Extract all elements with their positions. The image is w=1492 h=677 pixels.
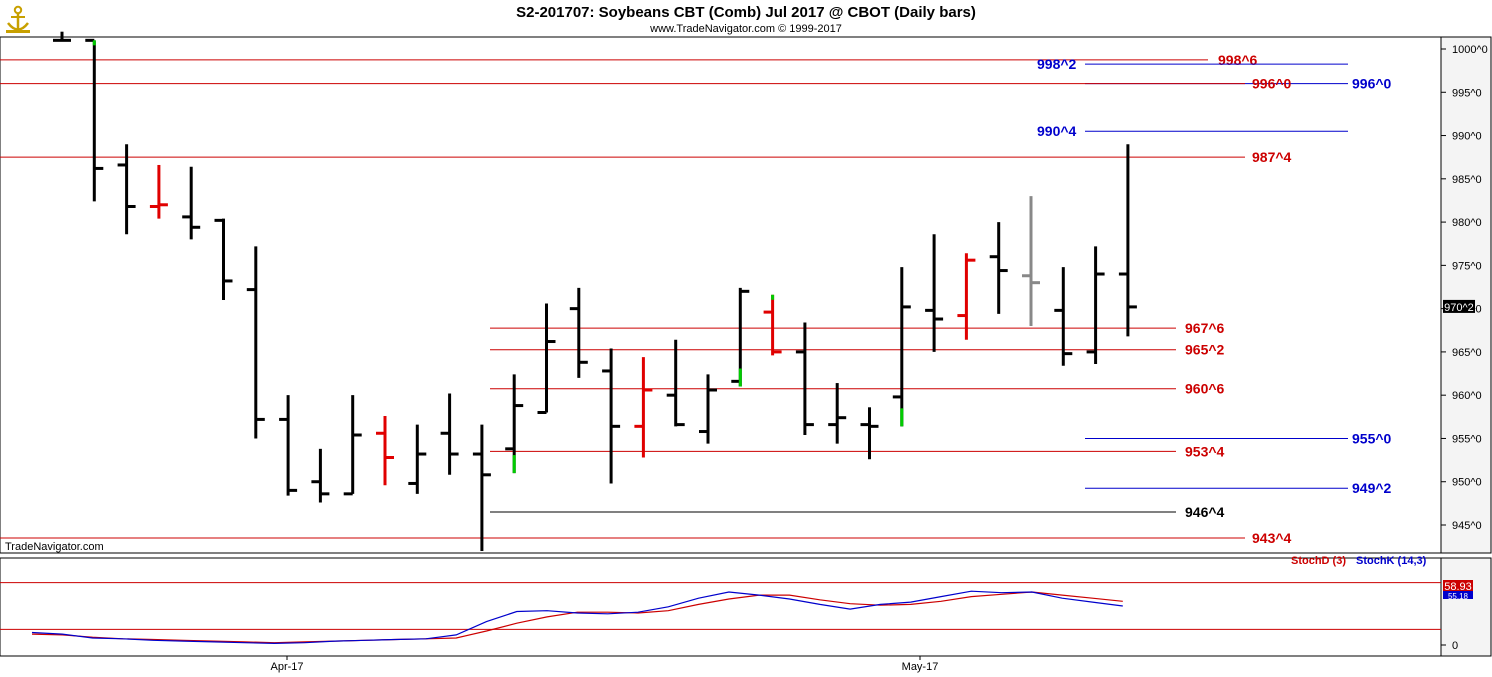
stochk-value: 55.18 — [1448, 592, 1469, 601]
level-label: 943^4 — [1252, 530, 1292, 546]
ohlc-bar — [376, 415, 394, 486]
chart-header: S2-201707: Soybeans CBT (Comb) Jul 2017 … — [6, 4, 976, 35]
ohlc-bar — [472, 424, 491, 551]
price-axis-panel — [1440, 36, 1492, 554]
level-label: 996^0 — [1352, 76, 1392, 92]
price-tick-label: 1000^0 — [1452, 44, 1488, 56]
ohlc-bar — [828, 383, 847, 444]
price-tick-label: 950^0 — [1452, 477, 1482, 489]
price-badge: 970^2 — [1443, 299, 1475, 314]
level-label: 998^2 — [1037, 56, 1077, 72]
x-tick-label: May-17 — [902, 661, 939, 673]
ohlc-bar — [537, 303, 556, 414]
price-tick-label: 990^0 — [1452, 131, 1482, 143]
level-label: 990^4 — [1037, 123, 1077, 139]
price-tick-label: 945^0 — [1452, 520, 1482, 532]
ohlc-bar — [795, 322, 814, 435]
price-tick-label: 965^0 — [1452, 347, 1482, 359]
ohlc-bar — [892, 267, 911, 427]
stochk-line — [31, 590, 1123, 645]
ohlc-bar — [1118, 144, 1137, 337]
x-axis: Apr-17 May-17 — [270, 656, 938, 673]
ohlc-bar — [860, 407, 879, 460]
price-pane — [0, 36, 1442, 554]
stochk-legend: StochK (14,3) — [1356, 555, 1427, 567]
x-tick-label: Apr-17 — [270, 661, 303, 673]
ohlc-bar — [440, 393, 459, 475]
price-tick-label: 955^0 — [1452, 433, 1482, 445]
ohlc-bar — [149, 164, 168, 219]
stochd-line — [31, 591, 1123, 644]
price-tick-label: 995^0 — [1452, 87, 1482, 99]
ohlc-bar — [731, 287, 750, 387]
level-label: 996^0 — [1252, 76, 1292, 92]
level-label: 967^6 — [1185, 320, 1225, 336]
level-label: 998^6 — [1218, 52, 1258, 68]
ohlc-bar — [925, 234, 944, 352]
watermark-text: TradeNavigator.com — [5, 541, 104, 553]
ohlc-bar — [53, 31, 71, 42]
price-tick-label: 960^0 — [1452, 390, 1482, 402]
level-lines: 998^6 998^2 996^0 996^0 990^4 987^4 967^6 965^2… — [0, 52, 1392, 546]
stoch-value-badges: 58.93 55.18 — [1443, 580, 1473, 601]
ohlc-bar — [989, 222, 1008, 314]
price-tick-label: 985^0 — [1452, 174, 1482, 186]
stochd-value: 58.93 — [1444, 581, 1472, 593]
ohlc-bar — [85, 38, 104, 202]
ohlc-bar — [699, 374, 717, 444]
level-label: 955^0 — [1352, 430, 1392, 446]
ohlc-bar — [602, 348, 621, 484]
ohlc-bar — [279, 395, 298, 496]
ohlc-bar — [634, 357, 653, 458]
ohlc-bar — [763, 294, 782, 356]
chart-title: S2-201707: Soybeans CBT (Comb) Jul 2017 … — [516, 4, 976, 21]
ohlc-bar — [408, 424, 427, 494]
price-tick-label: 980^0 — [1452, 217, 1482, 229]
level-label: 946^4 — [1185, 504, 1225, 520]
ohlc-bar — [666, 339, 685, 427]
level-label: 987^4 — [1252, 149, 1292, 165]
stoch-tick-label: 0 — [1452, 640, 1458, 652]
ohlc-bar — [246, 246, 265, 439]
ohlc-bars — [53, 31, 1137, 551]
ohlc-bar — [1086, 246, 1105, 365]
stoch-axis-ticks: 0 — [1441, 640, 1458, 652]
ohlc-bar — [957, 253, 976, 340]
price-tick-label: 975^0 — [1452, 260, 1482, 272]
level-label: 965^2 — [1185, 342, 1225, 358]
level-label: 960^6 — [1185, 381, 1225, 397]
stochastic-grid — [0, 582, 1441, 630]
level-label: 949^2 — [1352, 480, 1392, 496]
ohlc-bar — [1022, 196, 1040, 326]
ohlc-bar — [343, 395, 362, 496]
ohlc-bar — [569, 287, 588, 378]
stoch-axis-panel — [1440, 557, 1492, 657]
price-badge-label: 970^2 — [1444, 302, 1474, 314]
ohlc-bar — [1054, 267, 1073, 366]
ohlc-bar — [182, 166, 201, 240]
level-label: 953^4 — [1185, 443, 1225, 459]
ohlc-bar — [311, 448, 330, 503]
ohlc-bar — [117, 144, 136, 235]
ohlc-bar — [505, 374, 524, 474]
ohlc-bar — [214, 218, 233, 300]
chart-subtitle: www.TradeNavigator.com © 1999-2017 — [649, 23, 842, 35]
anchor-logo-icon — [6, 5, 30, 33]
stochd-legend: StochD (3) — [1291, 555, 1346, 567]
